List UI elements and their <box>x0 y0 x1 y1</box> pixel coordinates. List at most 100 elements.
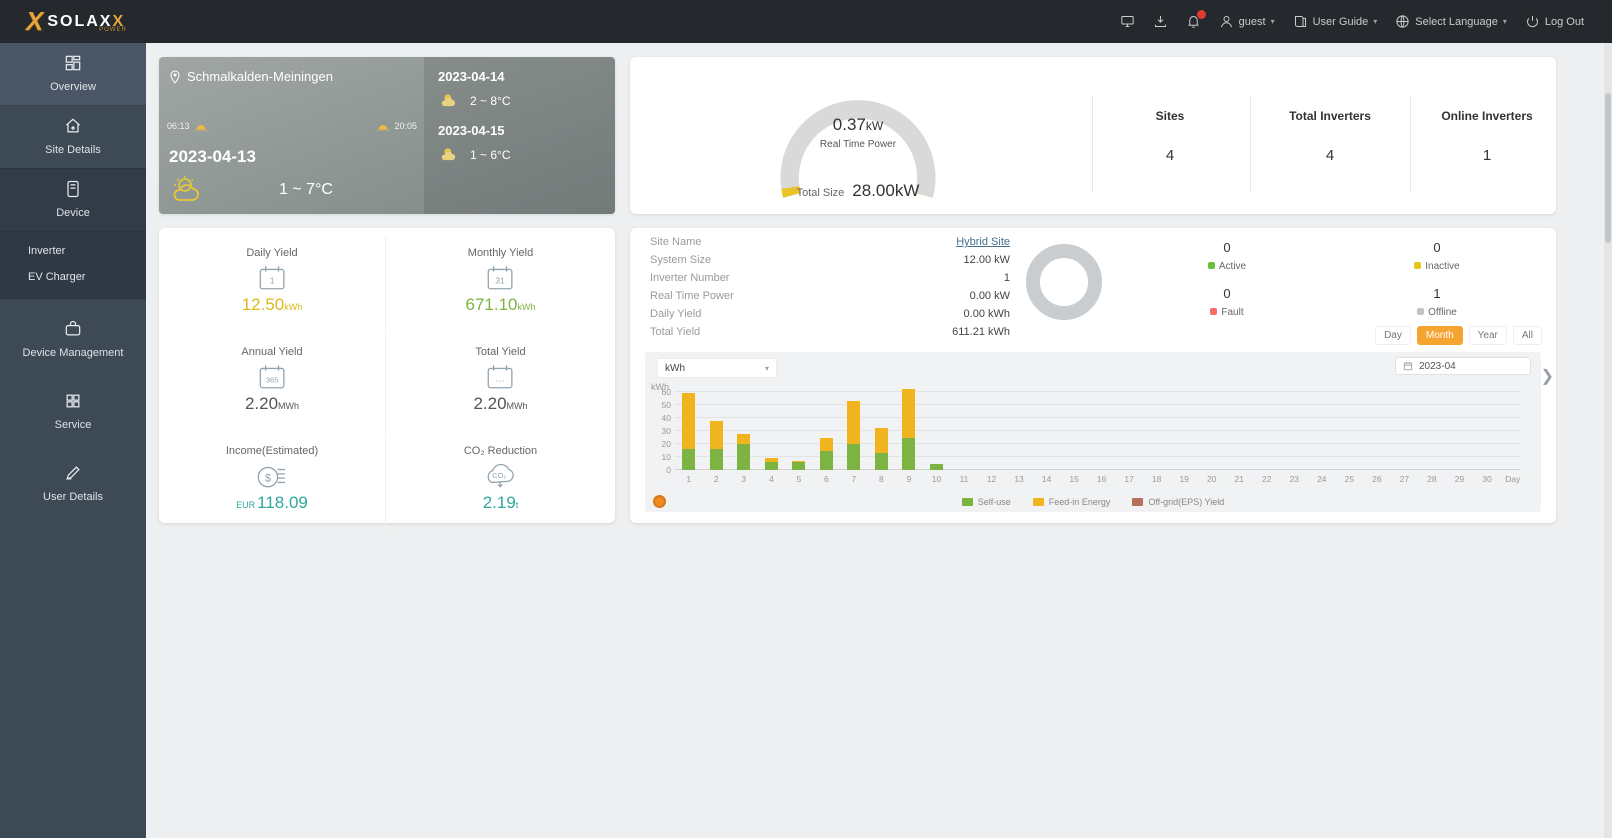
x-tick-label: 12 <box>986 474 997 484</box>
stat-monthly-yield: Monthly Yield 31 671.10kWh <box>465 247 536 314</box>
bar-segment-feed-in-energy[interactable] <box>819 437 833 451</box>
gridline <box>675 430 1520 431</box>
chevron-down-icon: ▾ <box>1502 17 1507 26</box>
bar-segment-feed-in-energy[interactable] <box>874 428 888 454</box>
briefcase-icon <box>65 320 81 336</box>
solax-logo[interactable]: X SOLAXX POWER <box>26 6 127 37</box>
bar-segment-feed-in-energy[interactable] <box>682 393 696 450</box>
gridline <box>675 469 1520 470</box>
y-tick-label: 50 <box>661 400 671 410</box>
calendar-icon: 31 <box>488 266 513 290</box>
tab-month[interactable]: Month <box>1416 326 1463 345</box>
user-menu[interactable]: guest ▾ <box>1219 14 1275 29</box>
co2-cloud-icon: CO₂ <box>487 463 514 488</box>
weather-card: Schmalkalden-Meiningen 06:13 20:05 2023-… <box>159 57 615 214</box>
bar-segment-feed-in-energy[interactable] <box>847 401 861 444</box>
sunset-icon <box>377 124 390 130</box>
status-fault: 0 Fault <box>1147 286 1307 318</box>
notification-icon[interactable] <box>1186 10 1206 29</box>
info-real-time-power: Real Time Power 0.00 kW <box>650 290 1010 302</box>
y-axis-unit: kWh <box>651 382 669 392</box>
sunrise-icon <box>194 124 207 130</box>
device-submenu: Inverter EV Charger <box>0 232 146 299</box>
sidebar-item-overview[interactable]: Overview <box>0 43 146 106</box>
tab-year[interactable]: Year <box>1468 326 1507 345</box>
divider <box>1092 95 1093 193</box>
x-tick-label: 23 <box>1289 474 1300 484</box>
sidebar-subitem-ev-charger[interactable]: EV Charger <box>28 271 86 283</box>
monitor-icon[interactable] <box>1120 14 1135 29</box>
bar-segment-self-use[interactable] <box>709 449 723 470</box>
bar-segment-self-use[interactable] <box>874 453 888 470</box>
x-axis-unit: Day <box>1505 474 1521 484</box>
service-grid-icon <box>66 394 80 408</box>
notification-badge <box>1196 10 1206 19</box>
tab-day[interactable]: Day <box>1375 326 1411 345</box>
power-gauge <box>733 61 983 198</box>
bar-segment-self-use[interactable] <box>682 449 696 470</box>
brand-sub: POWER <box>99 26 127 33</box>
bar-segment-self-use[interactable] <box>847 444 861 470</box>
sidebar-item-label: Site Details <box>45 144 101 156</box>
logout-button[interactable]: Log Out <box>1525 14 1584 29</box>
legend-item[interactable]: Self-use <box>961 497 1011 507</box>
bar-segment-self-use[interactable] <box>737 444 751 470</box>
legend-item[interactable]: Off-grid(EPS) Yield <box>1132 497 1224 507</box>
info-inverter-number: Inverter Number 1 <box>650 272 1010 284</box>
weather-today-date: 2023-04-13 <box>169 147 256 166</box>
bar-segment-feed-in-energy[interactable] <box>792 460 806 463</box>
site-name-link[interactable]: Hybrid Site <box>956 236 1010 248</box>
x-tick-label: 13 <box>1014 474 1024 484</box>
x-tick-label: 19 <box>1179 474 1189 484</box>
bar-segment-feed-in-energy[interactable] <box>737 433 751 444</box>
forecast-temp: 2 ~ 8°C <box>470 93 511 108</box>
sidebar-item-label: Device <box>56 207 90 219</box>
legend-item[interactable]: Feed-in Energy <box>1032 497 1110 507</box>
total-size-value: 28.00kW <box>852 181 920 200</box>
scrollbar-track <box>1604 43 1612 838</box>
bar-segment-feed-in-energy[interactable] <box>709 420 723 450</box>
coins-icon: $ <box>257 466 285 488</box>
bar-segment-feed-in-energy[interactable] <box>902 389 916 438</box>
bar-segment-self-use[interactable] <box>819 450 833 470</box>
forecast-date: 2023-04-15 <box>438 123 505 138</box>
weather-location: Schmalkalden-Meiningen <box>187 69 333 84</box>
user-guide-menu[interactable]: User Guide ▾ <box>1293 14 1377 29</box>
sidebar-item-device[interactable]: Device <box>0 168 146 232</box>
status-dot <box>1414 262 1422 269</box>
stat-daily-yield: Daily Yield 1 12.50kWh <box>159 236 386 334</box>
chart-unit-select[interactable]: kWh ▾ <box>657 358 777 378</box>
user-name: guest <box>1238 15 1266 28</box>
brand-dot-icon[interactable] <box>653 495 666 508</box>
sidebar-item-label: Overview <box>50 81 96 93</box>
bar-segment-self-use[interactable] <box>764 462 778 470</box>
tab-all[interactable]: All <box>1512 326 1542 345</box>
device-icon <box>67 180 79 198</box>
bar-segment-self-use[interactable] <box>929 463 943 470</box>
x-tick-label: 11 <box>959 474 969 484</box>
download-icon[interactable] <box>1153 14 1168 29</box>
scrollbar-thumb[interactable] <box>1605 93 1611 243</box>
carousel-next-icon[interactable]: ❯ <box>1540 368 1554 385</box>
stat-income: Income(Estimated) $ EUR 118.09 <box>159 434 386 532</box>
chart-plot: 0 10 20 30 40 50 60 1 2 3 4 5 6 7 8 9 10 11 12 13 14 15 16 17 18… <box>662 387 1521 484</box>
realtime-power-card: 0.37kW Real Time Power Total Size 28.00kW… <box>630 57 1556 214</box>
sidebar-item-device-management[interactable]: Device Management <box>0 309 146 371</box>
x-tick-label: 3 <box>741 474 747 484</box>
bar-segment-feed-in-energy[interactable] <box>764 458 778 463</box>
bar-segment-self-use[interactable] <box>902 437 916 470</box>
language-menu[interactable]: Select Language ▾ <box>1395 14 1507 29</box>
pencil-icon <box>66 466 80 480</box>
sidebar-item-site-details[interactable]: Site Details <box>0 106 146 168</box>
chart-date-picker[interactable]: 2023-04 <box>1395 357 1531 375</box>
x-tick-label: 20 <box>1206 474 1217 484</box>
sidebar-item-service[interactable]: Service <box>0 381 146 443</box>
gridline <box>675 456 1520 457</box>
cloudy-sun-icon <box>173 176 199 201</box>
stat-total-yield: Total Yield ··· 2.20MWh <box>473 346 528 413</box>
x-tick-label: 1 <box>686 474 692 484</box>
sidebar-subitem-inverter[interactable]: Inverter <box>28 245 66 257</box>
bar-segment-self-use[interactable] <box>792 462 806 470</box>
sidebar-item-user-details[interactable]: User Details <box>0 453 146 515</box>
sidebar-item-label: Device Management <box>22 347 124 359</box>
